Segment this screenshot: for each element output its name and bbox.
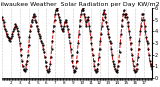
Title: Milwaukee Weather  Solar Radiation per Day KW/m2: Milwaukee Weather Solar Radiation per Da… <box>0 2 159 7</box>
